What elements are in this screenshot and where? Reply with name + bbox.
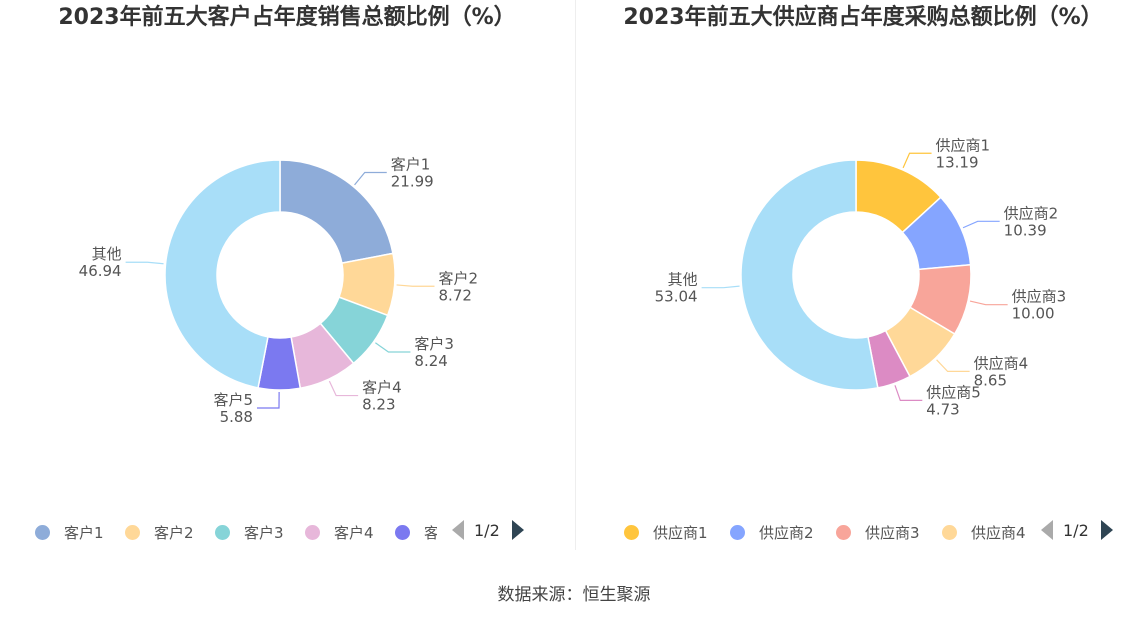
- legend-label: 客户4: [334, 523, 374, 542]
- legend-label: 供应商1: [653, 523, 708, 542]
- customer-leader-line: [396, 284, 435, 287]
- legend-item-supplier3[interactable]: 供应商3: [836, 522, 920, 542]
- legend-item-customer2[interactable]: 客户2: [125, 522, 194, 542]
- supplier-slice-value: 13.19: [936, 153, 979, 171]
- supplier-slice-name: 供应商2: [1004, 204, 1059, 222]
- legend-item-customer4[interactable]: 客户4: [305, 522, 374, 542]
- supplier-slice-value: 4.73: [926, 400, 959, 418]
- legend-page-indicator: 1/2: [1063, 520, 1089, 540]
- customer-leader-line: [328, 380, 359, 397]
- previous-page-icon[interactable]: [452, 520, 464, 540]
- supplier-slice-name: 供应商1: [936, 136, 991, 154]
- customer-leader-line: [375, 342, 411, 353]
- legend-dot: [125, 524, 140, 540]
- legend-label: 客户3: [244, 523, 284, 542]
- legend-dot: [305, 524, 320, 540]
- supplier-slice-value: 8.65: [974, 371, 1007, 389]
- customer-slice-value: 21.99: [391, 172, 434, 190]
- legend-label: 供应商4: [971, 523, 1026, 542]
- legend-pager: 1/2: [1041, 520, 1113, 540]
- supplier-chart-panel: 2023年前五大供应商占年度采购总额比例（%） 供应商1 13.19 供应商2 10.…: [576, 0, 1148, 560]
- legend-dot: [942, 524, 957, 540]
- supplier-leader-line: [962, 220, 1000, 229]
- legend-dot: [624, 524, 639, 540]
- customer-slice-name: 客户5: [213, 391, 253, 409]
- chart-title: 2023年前五大客户占年度销售总额比例（%）: [58, 5, 516, 30]
- supplier-leader-line: [902, 152, 932, 169]
- customer-slice-name: 客户3: [414, 335, 454, 353]
- panel-divider: [575, 0, 576, 550]
- supplier-slice[interactable]: [740, 159, 879, 391]
- legend-dot: [395, 524, 410, 540]
- customer-slice-name: 客户4: [362, 379, 402, 397]
- legend-dot: [215, 524, 230, 540]
- customer-slice-value: 8.24: [414, 352, 447, 370]
- customer-slice-value: 5.88: [220, 408, 253, 426]
- supplier-leader-line: [894, 385, 923, 402]
- data-source-note: 数据来源：恒生聚源: [497, 585, 651, 605]
- customer-slice-value: 8.23: [362, 396, 395, 414]
- supplier-slice-name: 其他: [668, 271, 698, 289]
- supplier-slice-name: 供应商5: [926, 383, 981, 401]
- legend-page-indicator: 1/2: [474, 520, 500, 540]
- chart-legend: 客户1 客户2 客户3 客户4 客 1/2: [0, 518, 574, 546]
- next-page-icon[interactable]: [1100, 520, 1113, 540]
- legend-label: 客户1: [64, 523, 104, 542]
- customer-chart-panel: 2023年前五大客户占年度销售总额比例（%） 客户1 21.99 客户2 8.72 客户…: [0, 0, 574, 560]
- previous-page-icon[interactable]: [1041, 520, 1053, 540]
- chart-legend: 供应商1 供应商2 供应商3 供应商4 1/2: [576, 518, 1148, 546]
- customer-slice-name: 客户1: [391, 155, 431, 173]
- legend-label: 客: [424, 523, 437, 542]
- legend-dot: [730, 524, 745, 540]
- customer-slice-name: 客户2: [439, 269, 479, 287]
- customer-leader-line: [354, 171, 387, 186]
- customer-slice-value: 46.94: [79, 262, 122, 280]
- legend-item-supplier4[interactable]: 供应商4: [942, 522, 1030, 542]
- supplier-slice-value: 53.04: [655, 288, 698, 306]
- supplier-slice-value: 10.39: [1004, 221, 1047, 239]
- legend-item-customer3[interactable]: 客户3: [215, 522, 284, 542]
- customer-slice[interactable]: [164, 159, 281, 389]
- customer-leader-line: [256, 391, 280, 409]
- supplier-slice-value: 10.00: [1012, 305, 1055, 323]
- next-page-icon[interactable]: [511, 520, 524, 540]
- chart-title: 2023年前五大供应商占年度采购总额比例（%）: [623, 5, 1103, 30]
- supplier-leader-line: [969, 300, 1008, 306]
- legend-item-supplier2[interactable]: 供应商2: [730, 522, 814, 542]
- legend-item-customer5[interactable]: 客: [395, 522, 437, 542]
- customer-slice-value: 8.72: [439, 286, 472, 304]
- legend-label: 供应商2: [759, 523, 814, 542]
- supplier-slice-name: 供应商3: [1012, 288, 1067, 306]
- legend-item-customer1[interactable]: 客户1: [35, 522, 104, 542]
- supplier-leader-line: [701, 285, 740, 289]
- legend-dot: [35, 524, 50, 540]
- customer-leader-line: [125, 261, 164, 265]
- legend-label: 供应商3: [865, 523, 920, 542]
- legend-item-supplier1[interactable]: 供应商1: [624, 522, 708, 542]
- customer-slice-name: 其他: [92, 245, 122, 263]
- supplier-slice-name: 供应商4: [974, 354, 1029, 372]
- legend-label: 客户2: [154, 523, 194, 542]
- supplier-leader-line: [936, 359, 970, 373]
- customer-slice[interactable]: [279, 159, 394, 265]
- legend-pager: 1/2: [452, 520, 524, 540]
- legend-dot: [836, 524, 851, 540]
